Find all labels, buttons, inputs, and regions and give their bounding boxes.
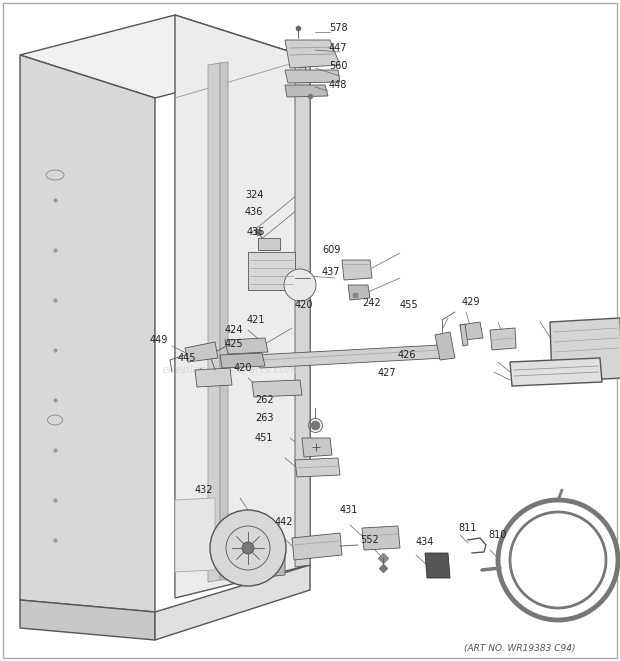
Text: 810: 810: [488, 530, 507, 540]
Polygon shape: [20, 15, 310, 98]
Polygon shape: [435, 332, 455, 360]
Text: 324: 324: [245, 190, 264, 200]
Polygon shape: [258, 238, 280, 250]
Text: 421: 421: [247, 315, 265, 325]
Text: 811: 811: [458, 523, 476, 533]
Polygon shape: [460, 322, 483, 340]
Text: 420: 420: [295, 300, 314, 310]
Polygon shape: [240, 542, 270, 561]
Text: 242: 242: [362, 298, 381, 308]
Polygon shape: [348, 285, 370, 300]
Text: 445: 445: [178, 353, 197, 363]
Polygon shape: [155, 565, 310, 640]
Polygon shape: [490, 328, 516, 350]
Polygon shape: [285, 40, 340, 68]
Text: 560: 560: [329, 61, 347, 71]
Polygon shape: [175, 15, 310, 598]
Polygon shape: [175, 498, 215, 572]
Polygon shape: [252, 380, 302, 397]
Text: 420: 420: [234, 363, 252, 373]
Polygon shape: [295, 58, 310, 567]
Polygon shape: [208, 63, 220, 582]
Polygon shape: [220, 353, 265, 368]
Polygon shape: [362, 526, 400, 550]
Polygon shape: [302, 438, 332, 457]
Text: 442: 442: [275, 517, 293, 527]
Polygon shape: [20, 55, 155, 612]
Text: 434: 434: [416, 537, 435, 547]
Polygon shape: [20, 600, 155, 640]
Text: 425: 425: [225, 339, 244, 349]
Text: 262: 262: [255, 395, 273, 405]
Text: 426: 426: [398, 350, 417, 360]
Text: 578: 578: [329, 23, 348, 33]
Text: 427: 427: [378, 368, 397, 378]
Polygon shape: [285, 70, 340, 83]
Text: 552: 552: [360, 535, 379, 545]
Polygon shape: [185, 342, 218, 362]
Circle shape: [284, 269, 316, 301]
Text: 263: 263: [255, 413, 273, 423]
Polygon shape: [248, 252, 295, 290]
Text: (ART NO. WR19383 C94): (ART NO. WR19383 C94): [464, 644, 576, 652]
Text: 424: 424: [225, 325, 244, 335]
Polygon shape: [460, 324, 468, 346]
Text: 436: 436: [245, 207, 264, 217]
Polygon shape: [295, 55, 315, 68]
Text: 451: 451: [255, 433, 273, 443]
Polygon shape: [195, 368, 232, 387]
Polygon shape: [295, 458, 340, 477]
Text: 447: 447: [329, 43, 347, 53]
Polygon shape: [510, 358, 602, 386]
Polygon shape: [292, 533, 342, 560]
Text: 437: 437: [322, 267, 340, 277]
Polygon shape: [342, 260, 372, 280]
Polygon shape: [235, 555, 285, 580]
Circle shape: [210, 510, 286, 586]
Polygon shape: [220, 62, 228, 580]
Text: eReplacementParts.com: eReplacementParts.com: [162, 365, 298, 375]
Text: 435: 435: [247, 227, 265, 237]
Text: 455: 455: [400, 300, 419, 310]
Text: 449: 449: [150, 335, 169, 345]
Polygon shape: [285, 85, 328, 97]
Text: 429: 429: [462, 297, 480, 307]
Circle shape: [242, 542, 254, 554]
Text: 431: 431: [340, 505, 358, 515]
Polygon shape: [550, 318, 620, 382]
Text: 432: 432: [195, 485, 213, 495]
Polygon shape: [425, 553, 450, 578]
Polygon shape: [255, 345, 445, 368]
Text: 609: 609: [322, 245, 340, 255]
Text: 448: 448: [329, 80, 347, 90]
Polygon shape: [225, 338, 268, 354]
